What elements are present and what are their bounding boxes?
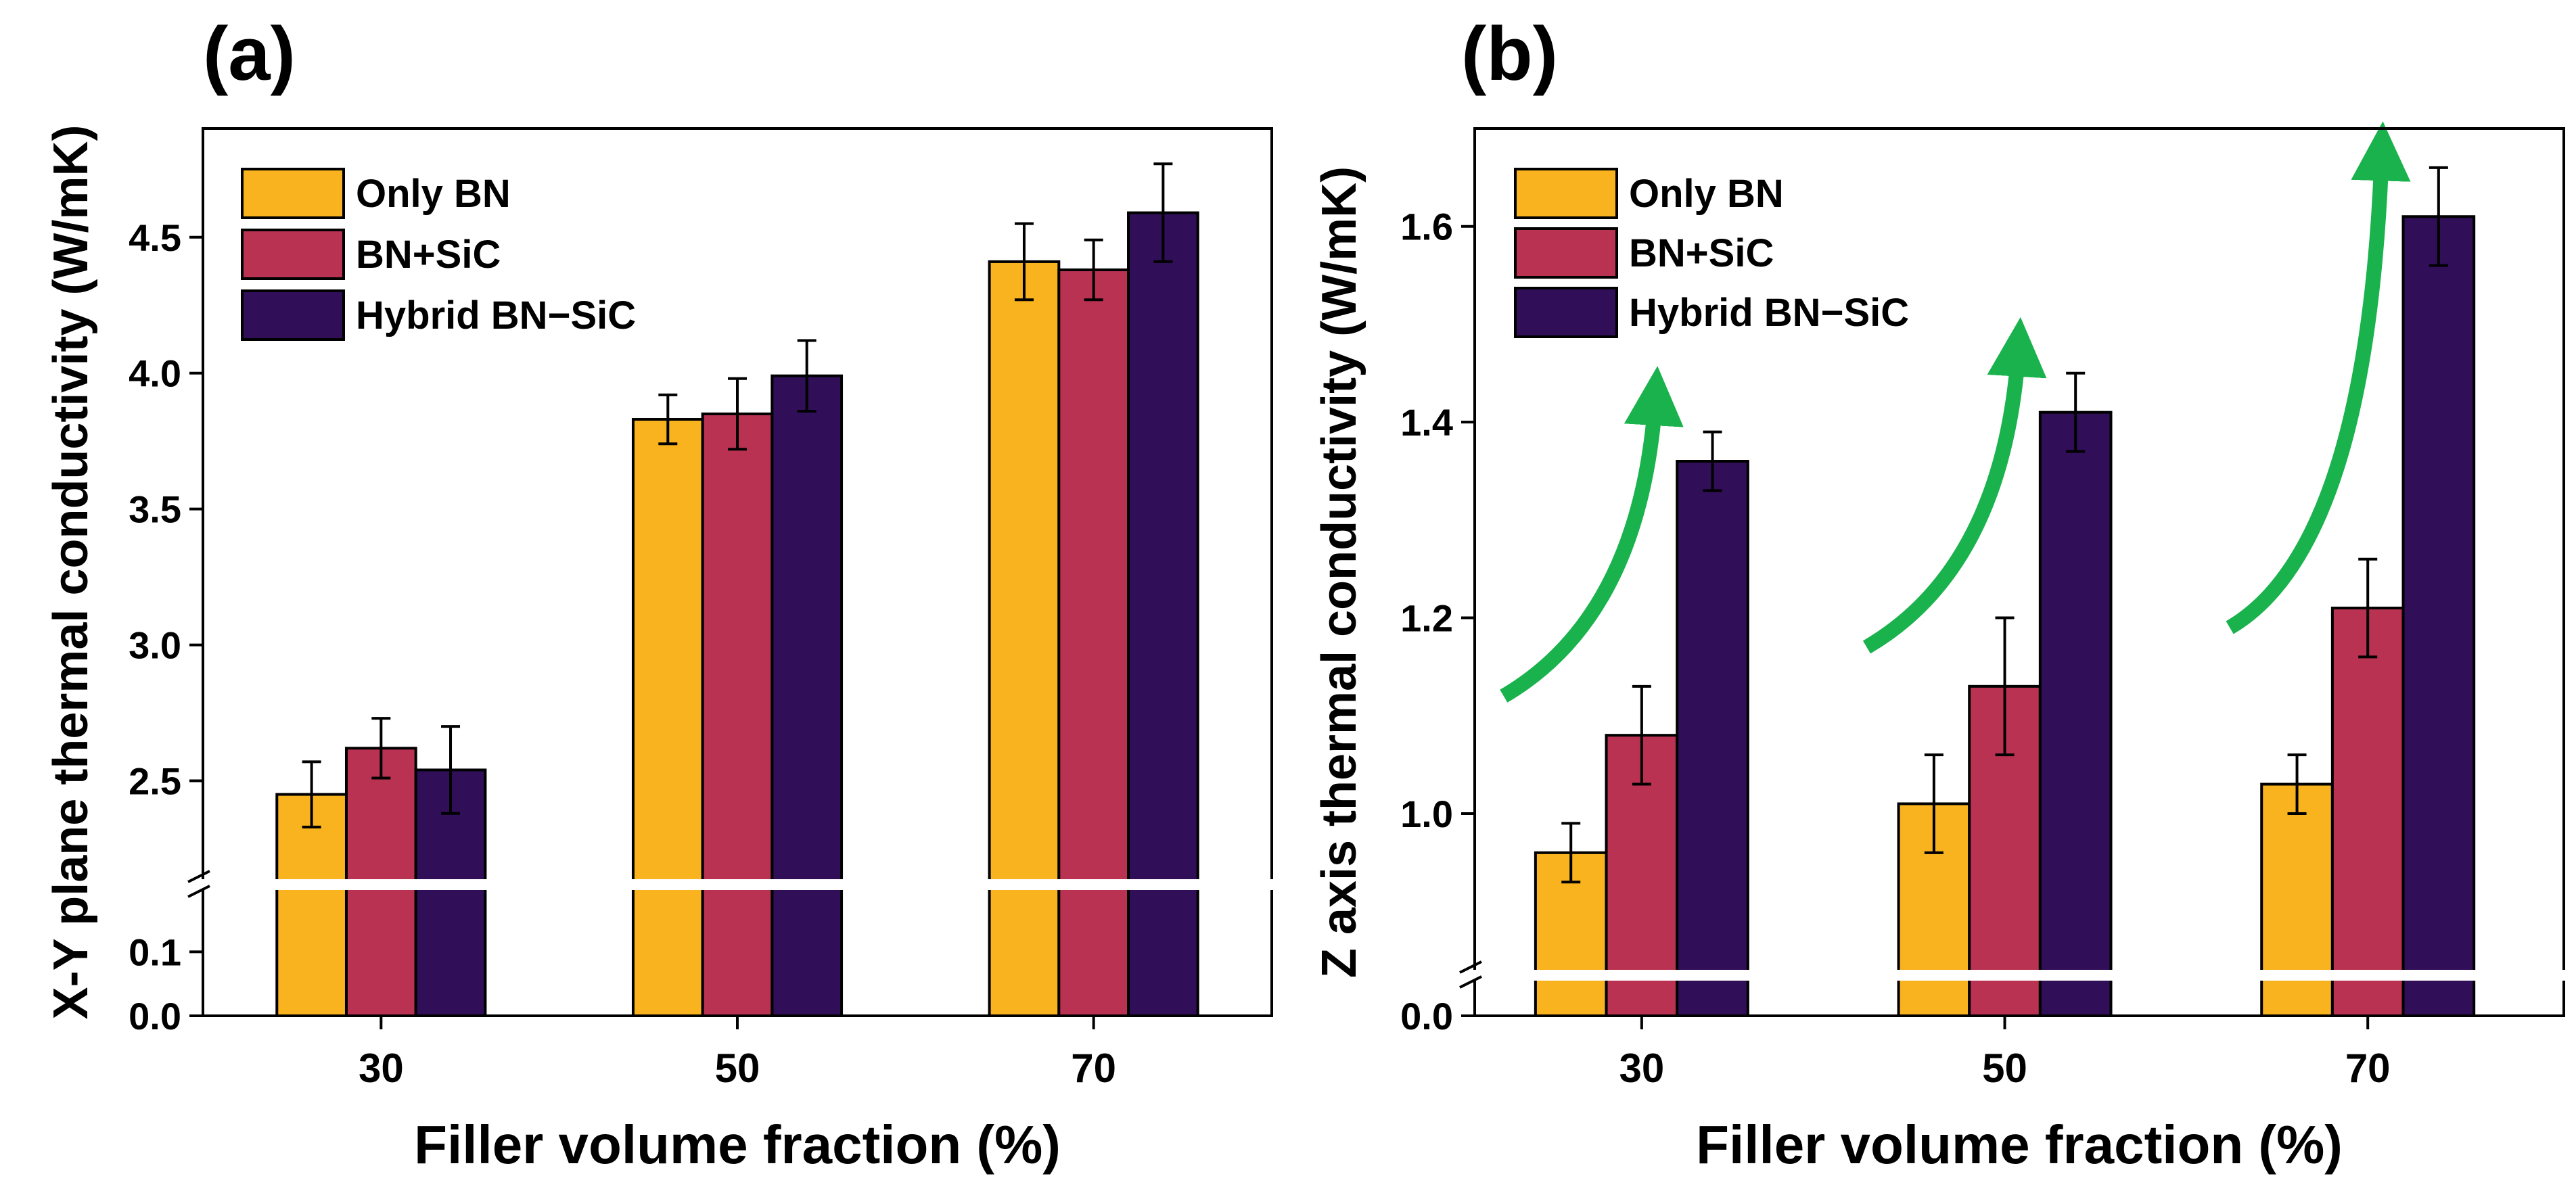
y-tick-label: 4.0 [129, 352, 181, 395]
y-axis-label: X-Y plane thermal conductivity (W/mK) [44, 125, 98, 1020]
y-axis: 0.0 0.1 2.5 3.0 3.5 4.0 4.5 [129, 216, 1274, 1037]
increase-arrow [2226, 121, 2411, 634]
y-tick-label: 1.2 [1400, 597, 1453, 640]
legend-swatch [1514, 287, 1618, 338]
x-axis-label: Filler volume fraction (%) [1696, 1115, 2343, 1175]
y-tick-label: 1.6 [1400, 206, 1453, 248]
panel-label: (a) [203, 11, 296, 96]
axis-break-band [1472, 970, 2567, 981]
axis-break-mark [187, 870, 210, 883]
axis-break-mark [1459, 975, 1482, 989]
x-tick-label: 70 [1071, 1046, 1116, 1091]
x-tick-label: 70 [2345, 1046, 2391, 1091]
bar [2401, 215, 2476, 1017]
plot-frame [1473, 127, 2565, 1017]
legend-label: BN+SiC [1629, 231, 1774, 275]
legend-label: Hybrid BN−SiC [356, 294, 636, 337]
legend-swatch [1514, 227, 1618, 279]
y-tick-label: 0.1 [129, 931, 181, 973]
bar [2260, 782, 2334, 1017]
legend-swatch [241, 289, 345, 341]
bars-layer [275, 211, 1199, 1018]
bars-layer [1534, 215, 2476, 1018]
legend: Only BN BN+SiC Hybrid BN−SiC [1514, 168, 1909, 338]
x-axis-label: Filler volume fraction (%) [414, 1115, 1061, 1175]
panel-label: (b) [1461, 11, 1558, 96]
bar [631, 418, 704, 1017]
y-tick-label: 3.0 [129, 624, 181, 667]
axis-break-mark [1459, 960, 1482, 974]
bar [1127, 211, 1199, 1017]
y-tick-label: 4.5 [129, 216, 181, 259]
legend-swatch [241, 168, 345, 219]
panel-a-chart: (a) 0.0 0.1 2.5 3.0 3.5 4.0 4.5 30 50 70 X-Y pla… [44, 11, 1274, 1175]
x-tick-label: 30 [1619, 1046, 1664, 1091]
bar [2330, 607, 2405, 1017]
errorbars-layer [302, 162, 1173, 828]
x-tick-label: 50 [715, 1046, 760, 1091]
x-tick-label: 30 [359, 1046, 404, 1091]
legend-label: Only BN [1629, 172, 1784, 216]
legend-label: BN+SiC [356, 233, 501, 277]
increase-arrow [1862, 317, 2047, 654]
x-tick-label: 50 [1982, 1046, 2027, 1091]
bar [701, 412, 774, 1017]
y-tick-label: 0.0 [1400, 995, 1453, 1037]
y-tick-label: 0.0 [129, 995, 181, 1037]
arrows-layer [1500, 121, 2411, 703]
bar [770, 374, 844, 1017]
bar [1057, 268, 1130, 1018]
y-tick-label: 3.5 [129, 488, 181, 531]
x-axis: 30 50 70 [1619, 1016, 2391, 1091]
axis-break-band [200, 879, 1274, 890]
y-tick-label: 2.5 [129, 760, 181, 803]
bar [2038, 411, 2113, 1017]
bar [275, 793, 348, 1018]
x-axis: 30 50 70 [359, 1016, 1116, 1091]
panel-b-chart: (b) 0.0 1.0 1.2 1.4 1.6 30 50 70 Z axis therma… [1312, 11, 2567, 1175]
y-tick-label: 1.0 [1400, 793, 1453, 835]
legend-label: Hybrid BN−SiC [1629, 291, 1909, 335]
legend-swatch [241, 229, 345, 280]
axis-break-mark [187, 885, 210, 898]
legend-swatch [1514, 168, 1618, 219]
y-axis-label: Z axis thermal conductivity (W/mK) [1312, 166, 1366, 978]
y-tick-label: 1.4 [1400, 401, 1453, 444]
bar [1676, 460, 1749, 1017]
errorbars-layer [1561, 166, 2448, 884]
y-axis: 0.0 1.0 1.2 1.4 1.6 [1400, 206, 2567, 1037]
increase-arrow [1500, 366, 1684, 703]
legend-label: Only BN [356, 172, 511, 216]
bar [988, 260, 1061, 1017]
legend: Only BN BN+SiC Hybrid BN−SiC [241, 168, 636, 341]
